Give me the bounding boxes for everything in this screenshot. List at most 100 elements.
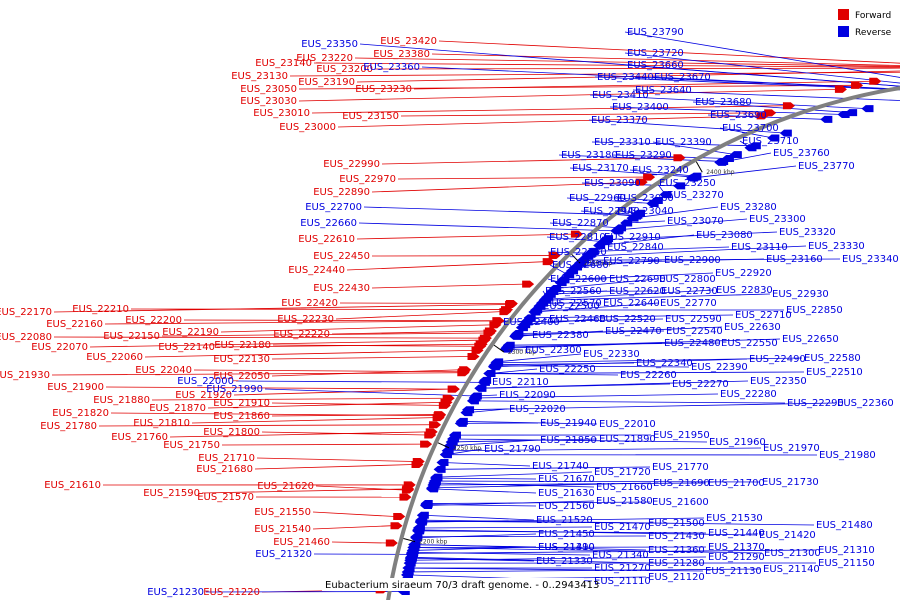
reverse-gene-label: EUS_23040 [617, 206, 674, 217]
reverse-connector-line [555, 278, 658, 289]
kbp-tick [695, 161, 703, 173]
forward-connector-line [371, 181, 638, 193]
forward-gene-arrow [429, 421, 442, 429]
reverse-gene-label: EUS_23720 [627, 48, 684, 59]
reverse-gene-label: EUS_21110 [594, 576, 651, 587]
reverse-gene-label: EUS_22460 [549, 314, 606, 325]
reverse-connector-line [468, 402, 836, 411]
forward-gene-label: EUS_22190 [162, 327, 219, 338]
reverse-gene-arrow [536, 299, 549, 307]
reverse-gene-label: EUS_23680 [695, 97, 752, 108]
forward-gene-label: EUS_21620 [257, 481, 314, 492]
forward-connector-line [53, 336, 482, 339]
reverse-gene-label: EUS_21940 [540, 418, 597, 429]
reverse-connector-line [489, 368, 538, 374]
reverse-connector-line [416, 535, 647, 538]
forward-connector-line [356, 233, 573, 240]
reverse-gene-label: EUS_22360 [837, 398, 894, 409]
forward-gene-label: EUS_21610 [44, 480, 101, 491]
forward-gene-arrow [457, 369, 470, 377]
reverse-gene-label: EUS_21450 [538, 529, 595, 540]
reverse-gene-label: EUS_22110 [492, 377, 549, 388]
forward-connector-line [105, 386, 450, 390]
reverse-connector-line [489, 371, 805, 374]
forward-gene-label: EUS_21900 [47, 382, 104, 393]
reverse-connector-line [422, 514, 535, 521]
reverse-connector-line [421, 66, 900, 90]
label-connector-lines [51, 31, 900, 593]
reverse-gene-label: EUS_23310 [594, 137, 651, 148]
genome-backbone-arc [386, 86, 900, 600]
forward-gene-label: EUS_23000 [279, 122, 336, 133]
reverse-gene-arrow [483, 370, 496, 378]
reverse-gene-label: EUS_23770 [798, 161, 855, 172]
reverse-gene-label: EUS_21520 [536, 515, 593, 526]
reverse-gene-label: EUS_22620 [609, 286, 666, 297]
reverse-gene-label: EUS_23400 [612, 102, 669, 113]
reverse-gene-arrow [428, 477, 441, 485]
reverse-gene-arrow [460, 409, 473, 417]
reverse-gene-label: EUS_23370 [591, 115, 648, 126]
reverse-gene-label: EUS_22250 [539, 364, 596, 375]
forward-connector-line [371, 283, 525, 289]
reverse-gene-label: EUS_22480 [664, 338, 721, 349]
reverse-gene-arrow [861, 105, 874, 113]
reverse-gene-label: EUS_22020 [509, 404, 566, 415]
reverse-gene-arrow [405, 553, 418, 561]
legend-reverse-label: Reverse [855, 28, 892, 38]
reverse-gene-label: EUS_23270 [667, 190, 724, 201]
forward-gene-arrow [393, 513, 406, 521]
forward-gene-arrow [643, 173, 656, 181]
reverse-connector-line [496, 357, 803, 364]
reverse-gene-label: EUS_22500 [543, 301, 600, 312]
reverse-gene-arrow [439, 451, 452, 459]
caption-background [322, 578, 584, 591]
legend-reverse-swatch [838, 26, 849, 37]
reverse-connector-line [447, 447, 762, 452]
reverse-gene-label: EUS_22800 [659, 274, 716, 285]
forward-gene-arrow [673, 154, 686, 162]
reverse-gene-label: EUS_23340 [842, 254, 899, 265]
forward-gene-label: EUS_22140 [158, 342, 215, 353]
reverse-connector-line [431, 488, 537, 494]
reverse-gene-label: EUS_22350 [750, 376, 807, 387]
forward-gene-label: EUS_21810 [133, 418, 190, 429]
reverse-gene-label: EUS_21730 [762, 477, 819, 488]
reverse-gene-label: EUS_22570 [545, 298, 602, 309]
reverse-gene-label: EUS_21310 [818, 545, 875, 556]
reverse-connector-line [526, 318, 664, 323]
reverse-gene-label: EUS_21270 [594, 563, 651, 574]
reverse-connector-line [436, 477, 537, 480]
reverse-connector-line [545, 289, 715, 300]
reverse-connector-line [434, 482, 595, 488]
reverse-connector-line [363, 206, 637, 216]
reverse-connector-line [413, 547, 763, 554]
forward-connector-line [354, 57, 900, 67]
reverse-gene-arrow [520, 318, 533, 326]
reverse-connector-line [414, 544, 647, 551]
forward-gene-label: EUS_22200 [125, 315, 182, 326]
reverse-gene-label: EUS_22840 [607, 242, 664, 253]
forward-gene-label: EUS_21820 [52, 408, 109, 419]
reverse-connector-line [480, 383, 671, 389]
reverse-gene-label: EUS_22010 [599, 419, 656, 430]
reverse-connector-line [413, 546, 707, 548]
reverse-gene-arrow [601, 235, 614, 243]
reverse-connector-line [544, 293, 771, 301]
forward-gene-arrow [764, 109, 777, 117]
forward-gene-label: EUS_22080 [0, 332, 52, 343]
reverse-gene-label: EUS_23110 [731, 242, 788, 253]
forward-gene-arrow [390, 522, 403, 530]
reverse-connector-line [529, 314, 734, 319]
reverse-gene-label: EUS_21950 [653, 430, 710, 441]
reverse-gene-label: EUS_22280 [720, 389, 777, 400]
reverse-gene-label: EUS_23350 [301, 39, 358, 50]
reverse-gene-arrow [407, 544, 420, 552]
reverse-gene-arrow [510, 330, 523, 338]
forward-connector-line [346, 261, 545, 271]
reverse-gene-label: EUS_22290 [787, 398, 844, 409]
reverse-connector-line [534, 302, 659, 313]
reverse-connector-line [626, 220, 666, 224]
